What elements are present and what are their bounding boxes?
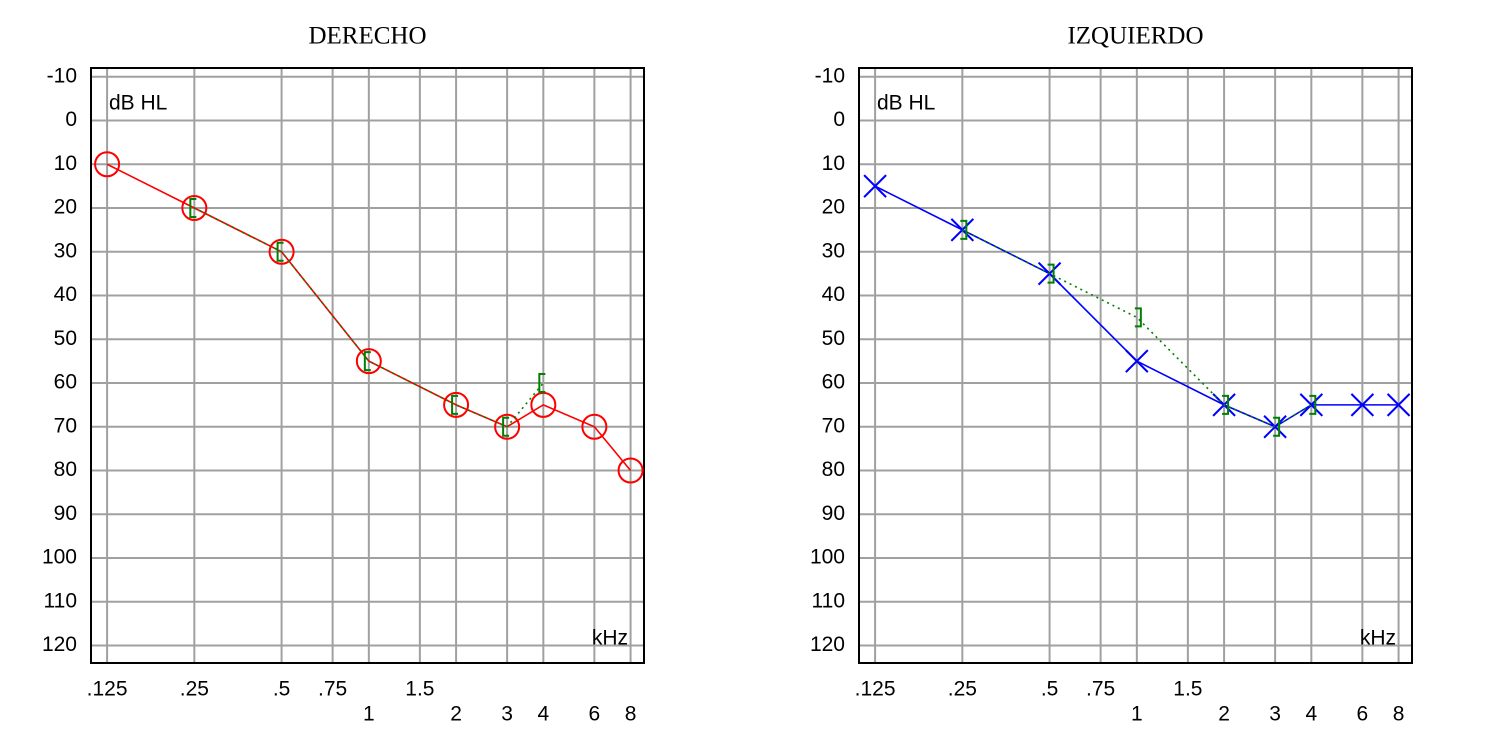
x-tick-label: 2	[450, 703, 462, 726]
marker	[1263, 415, 1287, 439]
y-tick-label: 70	[822, 414, 845, 437]
marker	[443, 391, 470, 418]
y-tick-label: 110	[44, 589, 77, 612]
marker	[1386, 393, 1411, 417]
marker	[363, 351, 371, 372]
marker	[189, 198, 197, 218]
x-tick-label: .5	[273, 678, 291, 701]
x-tick-label: .75	[1086, 678, 1115, 701]
y-tick-label: 30	[54, 239, 77, 262]
y-tick-label: -10	[47, 64, 77, 87]
x-axis-label: kHz	[1360, 627, 1396, 650]
plot-border	[858, 67, 1413, 664]
marker	[1309, 394, 1317, 415]
x-tick-label: 6	[589, 703, 601, 726]
marker	[355, 348, 382, 375]
y-tick-label: 100	[810, 546, 845, 569]
y-tick-label: 0	[65, 108, 77, 131]
y-tick-label: -10	[815, 64, 845, 87]
y-tick-label: 80	[822, 458, 845, 481]
x-tick-label: 8	[1393, 703, 1405, 726]
marker	[451, 394, 459, 415]
x-tick-label: .125	[855, 678, 896, 701]
y-tick-label: 30	[822, 239, 845, 262]
y-tick-label: 60	[822, 371, 845, 394]
x-tick-label: 1	[363, 703, 375, 726]
x-tick-label: 3	[1269, 703, 1281, 726]
y-tick-label: 40	[822, 283, 845, 306]
marker	[1222, 394, 1230, 415]
marker	[617, 457, 644, 484]
marker	[581, 413, 608, 440]
y-tick-label: 100	[42, 546, 77, 569]
y-tick-label: 90	[822, 502, 845, 525]
y-tick-label: 120	[810, 633, 845, 656]
marker	[181, 195, 208, 221]
series-line	[106, 163, 632, 472]
marker	[863, 174, 887, 198]
marker	[1299, 393, 1324, 417]
x-tick-label: 6	[1357, 703, 1369, 726]
x-tick-label: 3	[501, 703, 513, 726]
y-tick-label: 60	[54, 371, 77, 394]
x-tick-label: .125	[87, 678, 128, 701]
x-tick-label: .25	[948, 678, 977, 701]
plot-border	[90, 67, 645, 664]
y-tick-label: 80	[54, 458, 77, 481]
marker	[276, 241, 284, 262]
y-tick-label: 10	[54, 152, 77, 175]
x-tick-label: 2	[1218, 703, 1230, 726]
marker	[950, 218, 975, 242]
y-tick-label: 50	[54, 327, 77, 350]
chart: IZQUIERDO -10 0 10 20 30 40 50 60 70 80 90 100 110 120…	[810, 23, 1413, 726]
x-tick-label: 1.5	[405, 678, 434, 701]
x-tick-label: 4	[1305, 703, 1317, 726]
marker	[1134, 307, 1142, 328]
x-tick-label: .25	[180, 678, 209, 701]
marker	[494, 413, 521, 440]
y-tick-label: 120	[42, 633, 77, 656]
y-tick-label: 10	[822, 152, 845, 175]
y-tick-label: 50	[822, 327, 845, 350]
marker	[94, 151, 121, 178]
x-tick-label: 1	[1131, 703, 1143, 726]
marker	[1125, 349, 1149, 373]
marker	[1350, 393, 1375, 417]
x-axis-label: kHz	[592, 627, 628, 650]
marker	[1047, 263, 1055, 284]
chart-title: IZQUIERDO	[1067, 23, 1203, 50]
y-tick-label: 0	[833, 108, 845, 131]
marker	[502, 416, 510, 437]
y-tick-label: 110	[812, 589, 845, 612]
y-axis-label: dB HL	[109, 92, 167, 115]
chart-title: DERECHO	[308, 23, 426, 50]
y-tick-label: 20	[54, 196, 77, 219]
x-tick-label: 8	[625, 703, 637, 726]
x-tick-label: .5	[1041, 678, 1059, 701]
y-tick-label: 40	[54, 283, 77, 306]
y-axis-label: dB HL	[877, 92, 935, 115]
marker	[268, 238, 295, 265]
chart: DERECHO -10 0 10 20 30 40 50 60 70 80 90 100 110 120 .1…	[42, 23, 645, 726]
marker	[1273, 416, 1281, 437]
y-tick-label: 20	[822, 196, 845, 219]
marker	[960, 219, 968, 240]
y-tick-label: 90	[54, 502, 77, 525]
x-tick-label: .75	[318, 678, 347, 701]
x-tick-label: 1.5	[1173, 678, 1202, 701]
x-tick-label: 4	[537, 703, 549, 726]
y-tick-label: 70	[54, 414, 77, 437]
marker	[538, 373, 546, 393]
